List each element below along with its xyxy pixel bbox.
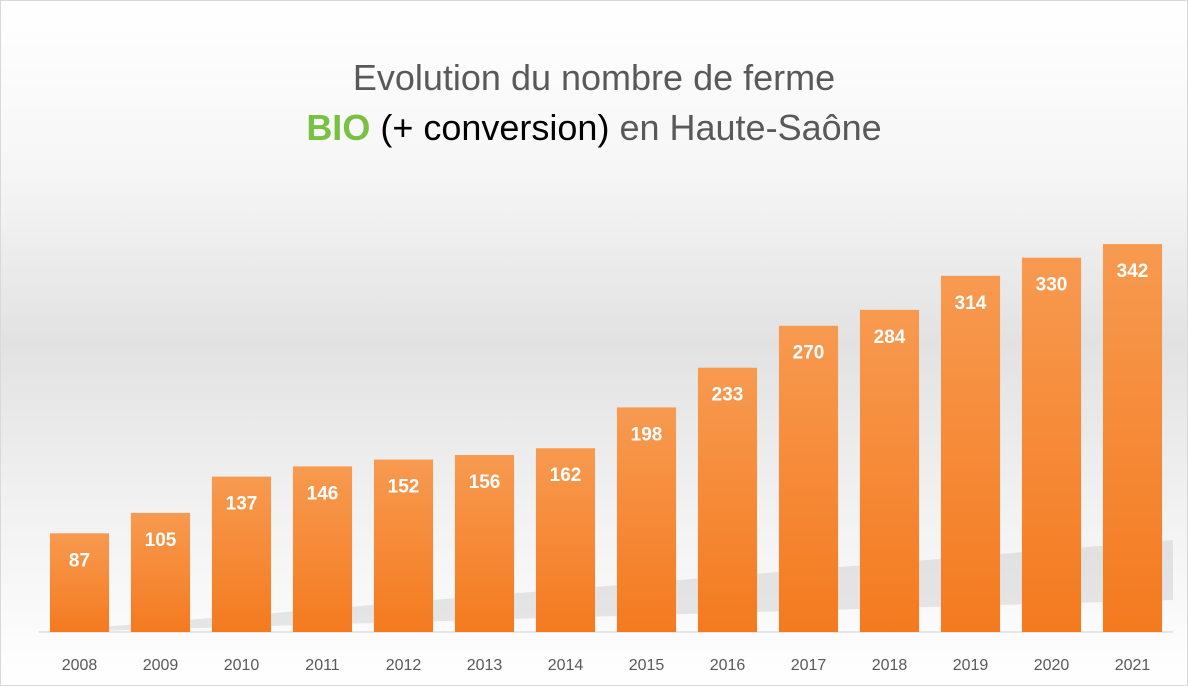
bar bbox=[1102, 244, 1163, 632]
data-label: 314 bbox=[955, 293, 987, 314]
title-segment: en Haute-Saône bbox=[619, 107, 881, 148]
x-tick-label: 2021 bbox=[1115, 657, 1151, 674]
bar bbox=[373, 459, 434, 632]
chart-title: Evolution du nombre de ferme BIO (+ conve… bbox=[306, 57, 881, 148]
bar bbox=[454, 455, 515, 632]
x-tick-label: 2018 bbox=[872, 657, 908, 674]
data-label: 156 bbox=[469, 472, 501, 493]
x-tick-label: 2008 bbox=[62, 657, 98, 674]
bar bbox=[130, 512, 191, 632]
data-label: 105 bbox=[145, 530, 177, 551]
x-tick-label: 2011 bbox=[305, 657, 340, 674]
data-label: 233 bbox=[712, 385, 744, 406]
data-label: 152 bbox=[388, 477, 420, 498]
data-label: 270 bbox=[793, 343, 825, 364]
x-tick-label: 2012 bbox=[386, 657, 422, 674]
bar bbox=[292, 466, 353, 632]
title-segment: Evolution du nombre de ferme bbox=[353, 57, 835, 98]
data-label: 87 bbox=[69, 550, 90, 571]
bar bbox=[778, 325, 839, 632]
x-tick-label: 2020 bbox=[1034, 657, 1070, 674]
bar bbox=[697, 367, 758, 632]
bar bbox=[211, 476, 272, 632]
title-line: Evolution du nombre de ferme bbox=[353, 57, 835, 98]
x-tick-label: 2009 bbox=[143, 657, 179, 674]
data-label: 162 bbox=[550, 465, 582, 486]
x-tick-label: 2016 bbox=[710, 657, 746, 674]
bar bbox=[49, 533, 110, 632]
title-segment: (+ conversion) bbox=[380, 107, 609, 148]
x-tick-label: 2013 bbox=[467, 657, 503, 674]
bar bbox=[1021, 257, 1082, 632]
bar bbox=[616, 407, 677, 632]
data-label: 137 bbox=[226, 494, 258, 515]
title-line: BIO (+ conversion) en Haute-Saône bbox=[306, 107, 881, 148]
x-tick-label: 2014 bbox=[548, 657, 584, 674]
bar bbox=[940, 275, 1001, 632]
data-label: 284 bbox=[874, 327, 906, 348]
data-label: 198 bbox=[631, 424, 663, 445]
x-tick-label: 2010 bbox=[224, 657, 260, 674]
title-segment: BIO bbox=[306, 107, 370, 148]
data-label: 342 bbox=[1117, 261, 1149, 282]
data-label: 146 bbox=[307, 483, 339, 504]
x-tick-label: 2019 bbox=[953, 657, 989, 674]
data-label: 330 bbox=[1036, 275, 1068, 296]
bar bbox=[535, 448, 596, 632]
x-tick-label: 2015 bbox=[629, 657, 665, 674]
x-tick-label: 2017 bbox=[791, 657, 827, 674]
bar bbox=[859, 309, 920, 632]
